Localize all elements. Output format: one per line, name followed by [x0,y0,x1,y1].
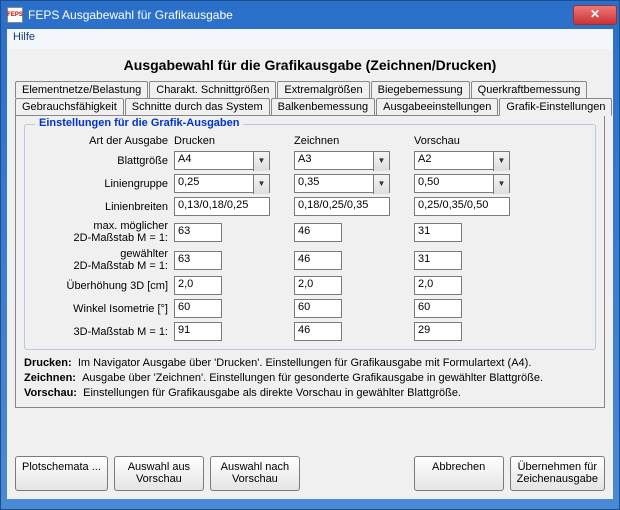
mass3d-zeichnen[interactable]: 46 [294,322,342,341]
tab-balkenbemessung[interactable]: Balkenbemessung [271,98,376,115]
page-title: Ausgabewahl für die Grafikausgabe (Zeich… [15,57,605,73]
tab-panel: Einstellungen für die Grafik-Ausgaben Ar… [15,115,605,408]
auswahl-aus-vorschau-button[interactable]: Auswahl ausVorschau [114,456,204,491]
groupbox-title: Einstellungen für die Grafik-Ausgaben [35,117,243,129]
blatt-vorschau[interactable]: A2▼ [414,151,510,170]
chevron-down-icon: ▼ [373,152,389,171]
tab-grafik-einstellungen[interactable]: Grafik-Einstellungen [499,98,612,116]
col-zeichnen: Zeichnen [291,133,411,149]
linienbr-vorschau[interactable]: 0,25/0,35/0,50 [414,197,510,216]
ueberh-zeichnen[interactable]: 2,0 [294,276,342,295]
settings-groupbox: Einstellungen für die Grafik-Ausgaben Ar… [24,124,596,350]
tab-extremalgroessen[interactable]: Extremalgrößen [277,81,369,98]
chevron-down-icon: ▼ [493,152,509,171]
winkel-vorschau[interactable]: 60 [414,299,462,318]
tab-schnitte-system[interactable]: Schnitte durch das System [125,98,270,115]
gewmass-zeichnen[interactable]: 46 [294,251,342,270]
tab-schnittgroessen[interactable]: Charakt. Schnittgrößen [149,81,276,98]
label-ueberhoehung: Überhöhung 3D [cm] [31,274,171,297]
chevron-down-icon: ▼ [493,175,509,194]
blatt-zeichnen[interactable]: A3▼ [294,151,390,170]
plotschemata-button[interactable]: Plotschemata ... [15,456,108,491]
liniengr-zeichnen[interactable]: 0,35▼ [294,174,390,193]
gewmass-vorschau[interactable]: 31 [414,251,462,270]
label-linienbreiten: Linienbreiten [31,195,171,218]
titlebar: FEPS FEPS Ausgabewahl für Grafikausgabe … [1,1,619,29]
label-maxmass: max. möglicher2D-Maßstab M = 1: [31,218,171,246]
chevron-down-icon: ▼ [253,175,269,194]
label-blattgroesse: Blattgröße [31,149,171,172]
mass3d-drucken[interactable]: 91 [174,322,222,341]
ueberh-drucken[interactable]: 2,0 [174,276,222,295]
uebernehmen-button[interactable]: Übernehmen fürZeichenausgabe [510,456,605,491]
maxmass-zeichnen[interactable]: 46 [294,223,342,242]
label-mass3d: 3D-Maßstab M = 1: [31,320,171,343]
dialog-window: FEPS FEPS Ausgabewahl für Grafikausgabe … [0,0,620,510]
liniengr-drucken[interactable]: 0,25▼ [174,174,270,193]
tab-gebrauchsfaehigkeit[interactable]: Gebrauchsfähigkeit [15,98,124,115]
col-drucken: Drucken [171,133,291,149]
tab-biegebemessung[interactable]: Biegebemessung [371,81,470,98]
maxmass-vorschau[interactable]: 31 [414,223,462,242]
client-area: Ausgabewahl für die Grafikausgabe (Zeich… [7,49,613,499]
close-button[interactable]: ✕ [573,5,617,25]
chevron-down-icon: ▼ [373,175,389,194]
blatt-drucken[interactable]: A4▼ [174,151,270,170]
gewmass-drucken[interactable]: 63 [174,251,222,270]
winkel-zeichnen[interactable]: 60 [294,299,342,318]
abbrechen-button[interactable]: Abbrechen [414,456,504,491]
auswahl-nach-vorschau-button[interactable]: Auswahl nachVorschau [210,456,300,491]
label-gewmass: gewählter2D-Maßstab M = 1: [31,246,171,274]
tab-elementnetze[interactable]: Elementnetze/Belastung [15,81,148,98]
linienbr-zeichnen[interactable]: 0,18/0,25/0,35 [294,197,390,216]
col-vorschau: Vorschau [411,133,589,149]
liniengr-vorschau[interactable]: 0,50▼ [414,174,510,193]
linienbr-drucken[interactable]: 0,13/0,18/0,25 [174,197,270,216]
tab-ausgabeeinstellungen[interactable]: Ausgabeeinstellungen [376,98,498,115]
col-art: Art der Ausgabe [31,133,171,149]
mass3d-vorschau[interactable]: 29 [414,322,462,341]
help-text: Drucken: Im Navigator Ausgabe über 'Druc… [24,356,596,401]
tabs-row-2: Gebrauchsfähigkeit Schnitte durch das Sy… [15,98,605,115]
chevron-down-icon: ▼ [253,152,269,171]
label-winkel: Winkel Isometrie [°] [31,297,171,320]
ueberh-vorschau[interactable]: 2,0 [414,276,462,295]
button-row: Plotschemata ... Auswahl ausVorschau Aus… [15,456,605,491]
menubar: Hilfe [7,29,613,49]
menu-help[interactable]: Hilfe [13,31,35,43]
settings-table: Art der Ausgabe Drucken Zeichnen Vorscha… [31,133,589,343]
label-liniengruppe: Liniengruppe [31,172,171,195]
window-title: FEPS Ausgabewahl für Grafikausgabe [28,8,573,22]
winkel-drucken[interactable]: 60 [174,299,222,318]
app-icon: FEPS [7,7,23,23]
tabs-row-1: Elementnetze/Belastung Charakt. Schnittg… [15,81,605,98]
tab-querkraft[interactable]: Querkraftbemessung [471,81,588,98]
maxmass-drucken[interactable]: 63 [174,223,222,242]
